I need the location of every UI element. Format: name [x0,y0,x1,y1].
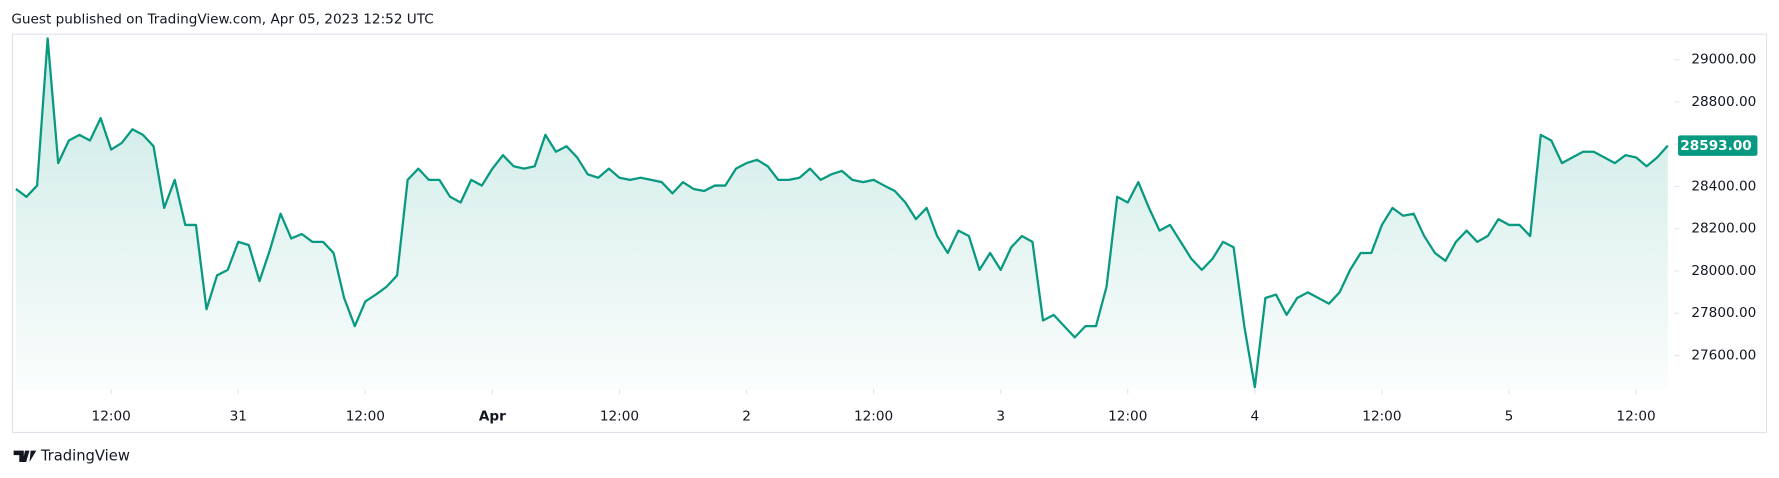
brand-text: TradingView [40,447,130,464]
area-fill [15,38,1668,390]
y-tick-label: 27800.00 [1691,305,1756,321]
last-price-label: 28593.00 [1680,138,1751,154]
chart-frame [11,33,1768,434]
x-tick-label: 12:00 [600,409,639,425]
x-tick-label: 3 [996,409,1005,425]
x-tick-label: Apr [479,409,506,425]
header-text: Guest published on TradingView.com, Apr … [11,11,433,27]
x-tick-label: 31 [230,409,247,425]
y-tick-label: 28800.00 [1691,94,1756,110]
y-tick-label: 29000.00 [1691,52,1756,68]
y-tick-label: 27600.00 [1691,348,1756,364]
x-tick-label: 12:00 [854,409,893,425]
price-line [15,37,1669,389]
y-tick-label: 28000.00 [1691,263,1756,279]
x-tick-label: 5 [1505,409,1514,425]
x-tick-label: 4 [1250,409,1259,425]
x-tick-label: 2 [742,409,751,425]
y-tick-label: 28400.00 [1691,178,1756,194]
last-price-box [1678,135,1758,156]
x-tick-label: 12:00 [1108,409,1147,425]
plot: 27600.00 27800.00 28000.00 28200.00 28400.00… [15,37,1758,425]
x-tick-label: 12:00 [92,409,131,425]
y-tick-label: 28200.00 [1691,221,1756,237]
brand-logo: TradingView [13,447,130,464]
x-tick-label: 12:00 [346,409,385,425]
x-tick-label: 12:00 [1616,409,1655,425]
x-tick-label: 12:00 [1362,409,1401,425]
